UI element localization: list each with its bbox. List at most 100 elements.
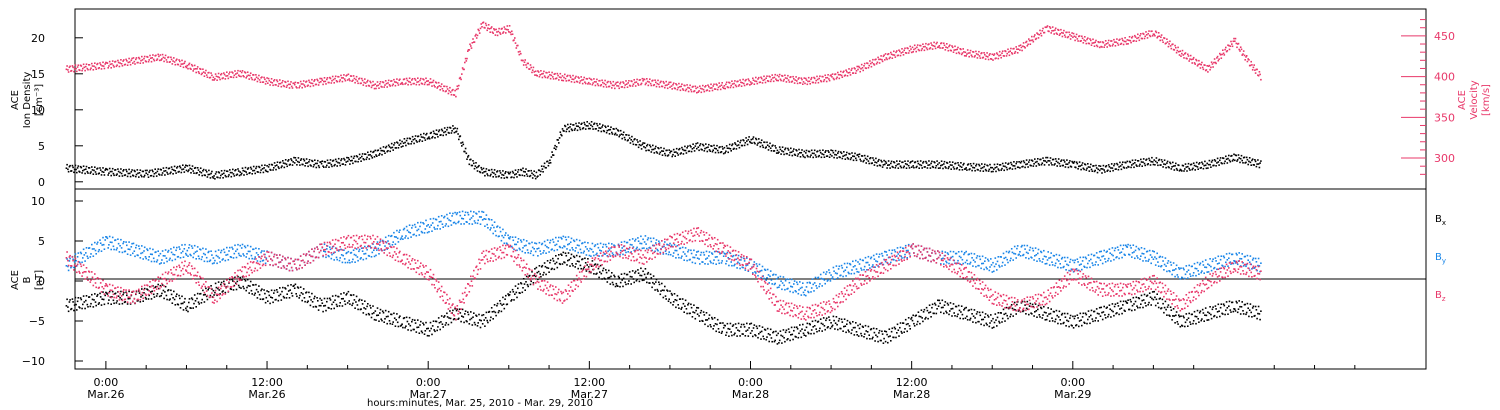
top-series-black-point [1028, 161, 1030, 163]
top-series-pink-point [193, 68, 195, 70]
series-by-point [118, 251, 121, 253]
top-series-pink-point [672, 83, 674, 86]
series-bx-point [632, 278, 635, 280]
top-series-pink-point [464, 61, 466, 64]
top-series-pink-point [349, 79, 351, 82]
top-series-black-point [1048, 164, 1050, 166]
series-bx-point [1181, 325, 1184, 327]
series-bx-point [1146, 294, 1149, 297]
top-series-pink-point [252, 74, 255, 76]
series-bx-point [614, 285, 617, 288]
top-series-black-point [704, 147, 706, 150]
series-bx-point [444, 324, 447, 326]
top-series-black-point [452, 125, 454, 127]
top-series-pink-point [140, 59, 142, 62]
top-series-black-point [846, 151, 848, 154]
top-series-black-point [880, 159, 882, 162]
series-bx-point [368, 313, 371, 316]
series-by-point [132, 242, 135, 245]
top-series-black-point [192, 170, 194, 172]
series-bx-point [677, 304, 679, 306]
top-series-pink-point [819, 75, 821, 77]
top-series-pink-point [321, 79, 324, 81]
top-series-black-point [681, 146, 683, 149]
top-series-pink-point [699, 87, 702, 90]
series-bx-point [1256, 317, 1258, 320]
top-series-pink-point [1239, 46, 1242, 48]
series-bx-point [1192, 322, 1194, 325]
top-series-black-point [481, 168, 483, 171]
top-series-pink-point [599, 79, 601, 82]
top-series-pink-point [188, 62, 191, 65]
top-series-pink-point [514, 37, 516, 39]
series-by-point [126, 253, 129, 255]
top-series-black-point [1226, 162, 1229, 164]
series-bx-point [973, 309, 976, 311]
series-bx-point [96, 295, 98, 297]
series-bx-point [381, 319, 383, 322]
top-series-black-point [599, 123, 601, 125]
series-bx-point [1010, 313, 1012, 316]
series-bx-point [793, 326, 796, 329]
top-series-black-point [444, 130, 447, 133]
series-by-point [125, 241, 127, 243]
series-bx-point [569, 265, 571, 267]
series-bx-point [1064, 316, 1067, 318]
top-series-pink-point [177, 63, 180, 66]
series-bx-point [1004, 312, 1007, 315]
top-series-pink-point [249, 74, 251, 77]
series-bx-point [397, 325, 400, 328]
series-bx-point [942, 306, 944, 309]
top-series-pink-point [908, 50, 911, 52]
series-bx-point [1201, 308, 1204, 311]
top-series-pink-point [479, 27, 482, 30]
top-series-pink-point [913, 48, 915, 51]
top-series-pink-point [458, 84, 460, 87]
top-series-black-point [772, 144, 774, 147]
top-series-black-point [736, 144, 738, 147]
top-series-black-point [894, 167, 897, 169]
series-bx-point [893, 326, 896, 329]
series-bx-point [100, 304, 103, 306]
series-bx-point [957, 313, 959, 316]
top-series-pink-point [732, 86, 735, 89]
series-bx-point [270, 289, 273, 292]
top-series-black-point [403, 138, 406, 140]
series-bx-point [587, 258, 589, 260]
top-series-pink-point [911, 46, 914, 49]
top-series-pink-point [1217, 59, 1220, 62]
top-series-black-point [984, 168, 987, 171]
top-series-black-point [1087, 163, 1089, 165]
top-series-pink-point [1093, 45, 1096, 47]
top-series-black-point [877, 160, 879, 162]
series-bx-point [847, 329, 850, 331]
top-series-black-point [775, 147, 777, 149]
series-bx-point [278, 294, 280, 297]
top-series-pink-point [696, 86, 699, 89]
top-series-pink-point [277, 85, 280, 87]
top-series-black-point [1101, 172, 1103, 174]
top-series-pink-point [593, 81, 596, 83]
top-series-black-point [1047, 160, 1049, 162]
top-series-pink-point [223, 72, 225, 74]
top-series-black-point [578, 126, 581, 129]
top-series-pink-point [235, 73, 237, 75]
series-bx-point [560, 253, 562, 255]
top-series-black-point [925, 162, 928, 164]
series-bx-point [73, 304, 76, 306]
top-series-pink-point [843, 70, 845, 73]
series-bx-point [564, 252, 567, 254]
series-bx-point [329, 297, 331, 300]
top-series-pink-point [960, 53, 963, 56]
series-bx-point [423, 323, 425, 326]
top-series-black-point [752, 138, 754, 140]
top-series-pink-point [405, 82, 407, 84]
series-bx-point [179, 297, 181, 300]
top-series-black-point [1028, 159, 1031, 161]
top-series-black-point [233, 175, 236, 177]
top-series-pink-point [728, 81, 730, 84]
top-series-pink-point [330, 82, 333, 84]
top-series-pink-point [254, 78, 256, 80]
top-series-black-point [864, 157, 867, 160]
top-series-black-point [540, 170, 542, 173]
